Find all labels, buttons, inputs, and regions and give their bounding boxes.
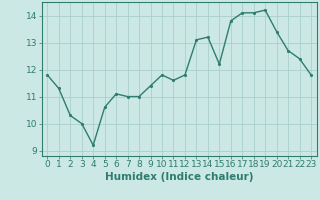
X-axis label: Humidex (Indice chaleur): Humidex (Indice chaleur) [105,172,253,182]
